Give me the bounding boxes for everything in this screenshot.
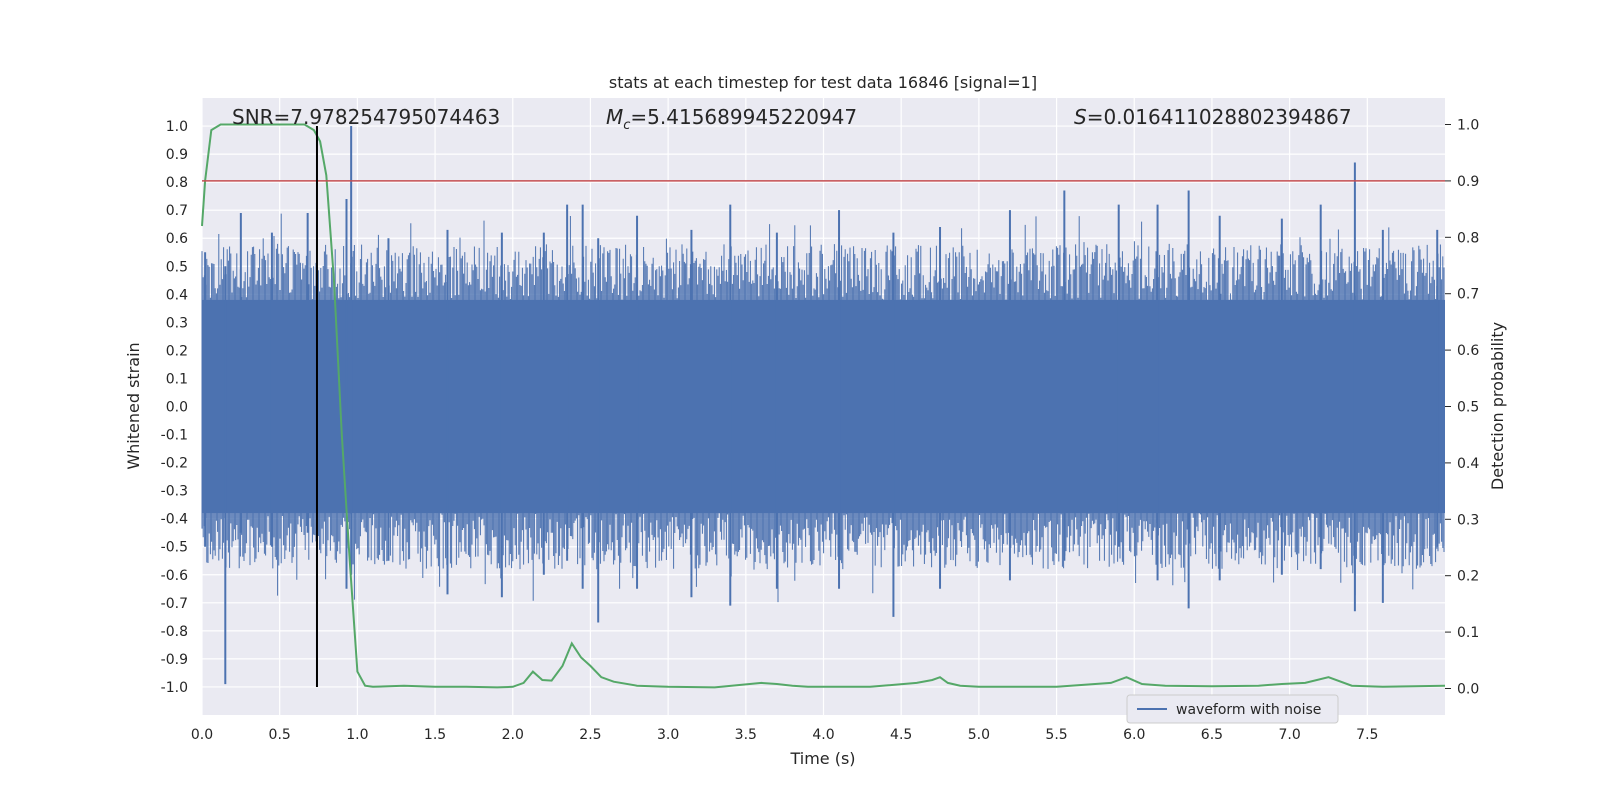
y-tick-label: -0.5 [161,540,188,556]
y-tick-label: 0.2 [166,343,188,359]
y2-axis-label: Detection probability [1488,322,1507,490]
x-tick-label: 2.0 [502,727,524,743]
x-tick-label: 0.0 [191,727,213,743]
y-tick-label: -0.4 [161,512,188,528]
x-tick-label: 2.5 [579,727,601,743]
legend-entry: waveform with noise [1176,702,1321,718]
y-tick-label: -0.1 [161,428,188,444]
y2-tick-label: 0.9 [1457,174,1479,190]
waveform-series [201,126,1445,685]
y-tick-label: 0.4 [166,287,188,303]
y-tick-label: 0.5 [166,259,188,275]
x-tick-label: 4.0 [812,727,834,743]
y2-tick-label: 0.0 [1457,681,1479,697]
mc-subscript: c [623,118,630,133]
y-tick-label: 0.6 [166,231,188,247]
s-annotation: S=0.016411028802394867 [1074,105,1352,129]
mc-symbol: M [606,105,623,129]
y-tick-label: 0.8 [166,175,188,191]
y-tick-label: -0.9 [161,652,188,668]
chart-title: stats at each timestep for test data 168… [609,73,1037,92]
x-tick-label: 1.5 [424,727,446,743]
s-value: =0.016411028802394867 [1087,105,1352,129]
y2-tick-label: 0.4 [1457,456,1479,472]
x-tick-label: 0.5 [269,727,291,743]
x-tick-label: 5.5 [1045,727,1067,743]
y2-tick-label: 1.0 [1457,118,1479,134]
y-tick-label: 0.9 [166,147,188,163]
x-tick-label: 5.0 [968,727,990,743]
probability-series [201,123,1446,689]
x-tick-label: 4.5 [890,727,912,743]
legend-box [1126,694,1339,724]
y2-tick-label: 0.7 [1457,287,1479,303]
snr-annotation: SNR=7.978254795074463 [232,105,500,129]
y-ticks: 1.0 0.9 0.8 0.7 0.6 0.5 0.4 0.3 0.2 0.1 0.0 -0.1 -0.… [161,119,188,696]
x-tick-label: 1.0 [346,727,368,743]
y2-tick-label: 0.1 [1457,625,1479,641]
x-tick-label: 3.5 [735,727,757,743]
y2-ticks: 1.0 0.9 0.8 0.7 0.6 0.5 0.4 0.3 0.2 0.1 0.0 [1445,118,1479,697]
x-tick-label: 7.0 [1278,727,1300,743]
x-tick-label: 3.0 [657,727,679,743]
mc-annotation: Mc=5.415689945220947 [606,105,857,133]
y-tick-label: -1.0 [161,680,188,696]
x-tick-label: 7.5 [1356,727,1378,743]
y-tick-label: -0.8 [161,624,188,640]
x-tick-label: 6.5 [1201,727,1223,743]
y2-tick-label: 0.5 [1457,400,1479,416]
x-ticks: 0.0 0.5 1.0 1.5 2.0 2.5 3.0 3.5 4.0 4.5 5.0 5.5 6.0 6… [191,727,1379,743]
y2-tick-label: 0.6 [1457,343,1479,359]
y-tick-label: 0.1 [166,371,188,387]
x-axis-label: Time (s) [789,749,855,768]
y-tick-label: 0.7 [166,203,188,219]
mc-value: =5.415689945220947 [630,105,857,129]
y-tick-label: 0.3 [166,315,188,331]
y2-tick-label: 0.2 [1457,569,1479,585]
s-symbol: S [1074,105,1087,129]
y-tick-label: 1.0 [166,119,188,135]
y-tick-label: -0.7 [161,596,188,612]
y-tick-label: -0.3 [161,484,188,500]
y-axis-label: Whitened strain [124,342,143,469]
probability-line [201,123,1446,689]
y-tick-label: 0.0 [166,400,188,416]
x-tick-label: 6.0 [1123,727,1145,743]
legend: waveform with noise [1126,694,1339,724]
y2-tick-label: 0.3 [1457,512,1479,528]
y-tick-label: -0.6 [161,568,188,584]
y2-tick-label: 0.8 [1457,230,1479,246]
y-tick-label: -0.2 [161,456,188,472]
